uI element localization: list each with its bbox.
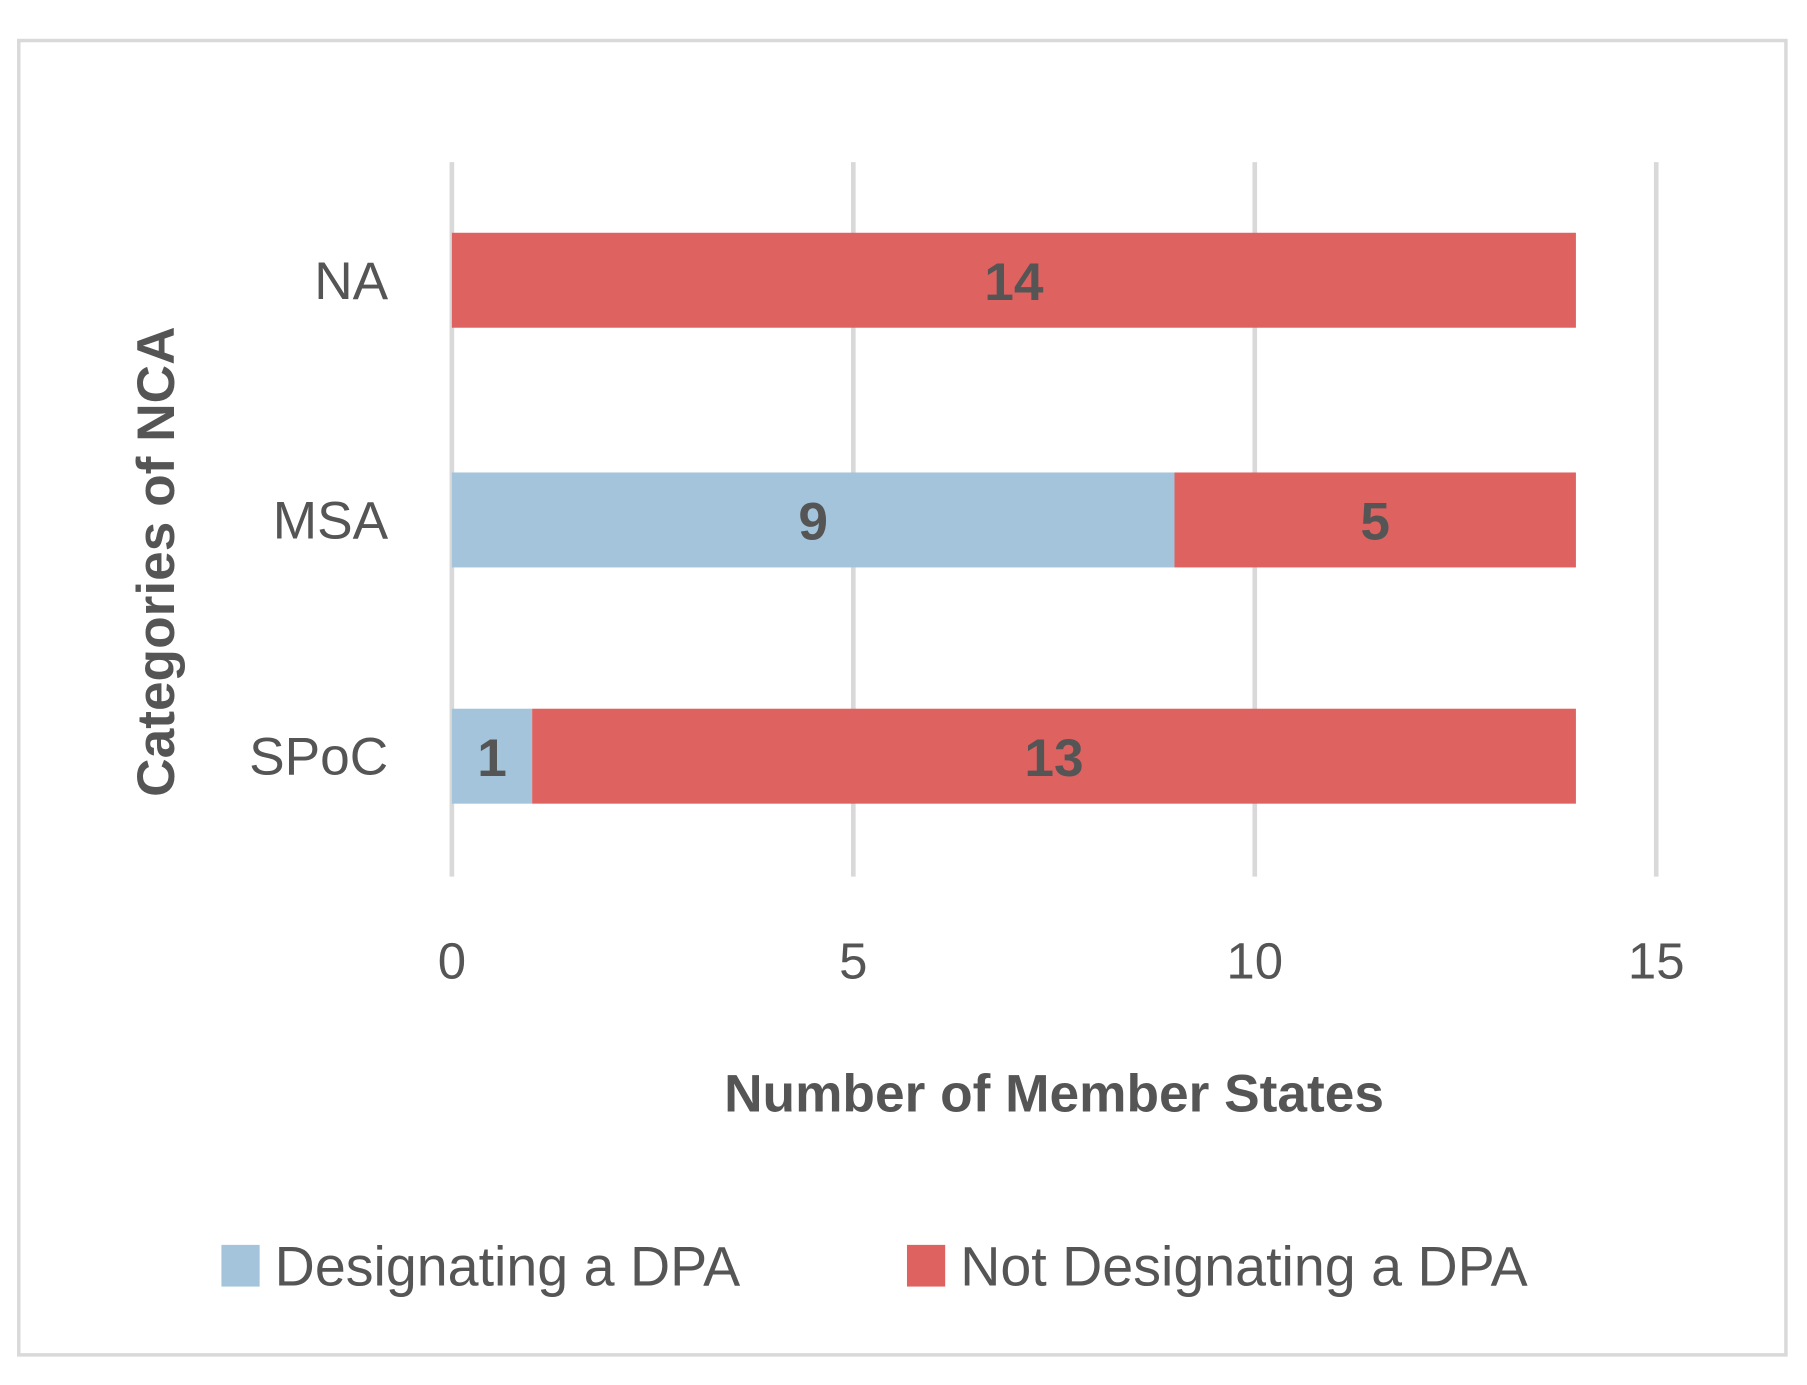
x-tick-label: 0: [438, 933, 466, 990]
bar-segment: [532, 708, 1576, 804]
data-label: 1: [477, 729, 507, 788]
legend-swatch: [221, 1244, 260, 1287]
x-axis-title: Number of Member States: [724, 1065, 1384, 1124]
data-label: 14: [984, 253, 1044, 312]
x-tick-label: 15: [1628, 933, 1685, 990]
legend-label: Not Designating a DPA: [960, 1235, 1527, 1297]
data-label: 5: [1360, 493, 1390, 552]
bar-segment: [451, 708, 533, 804]
data-label: 9: [798, 493, 828, 552]
legend: Designating a DPA Not Designating a DPA: [221, 1235, 1528, 1297]
legend-swatch: [906, 1244, 946, 1287]
category-label: NA: [314, 252, 388, 311]
data-label: 13: [1024, 729, 1083, 788]
category-label: MSA: [273, 491, 389, 550]
category-label: SPoC: [249, 728, 388, 787]
x-tick-label: 10: [1226, 933, 1283, 990]
bar-segment: [451, 232, 1576, 328]
bar-segment: [1174, 472, 1576, 568]
x-tick-label: 5: [839, 933, 867, 990]
y-axis-title: Categories of NCA: [127, 326, 186, 796]
legend-label: Designating a DPA: [275, 1235, 740, 1297]
bar-segment: [451, 472, 1175, 568]
